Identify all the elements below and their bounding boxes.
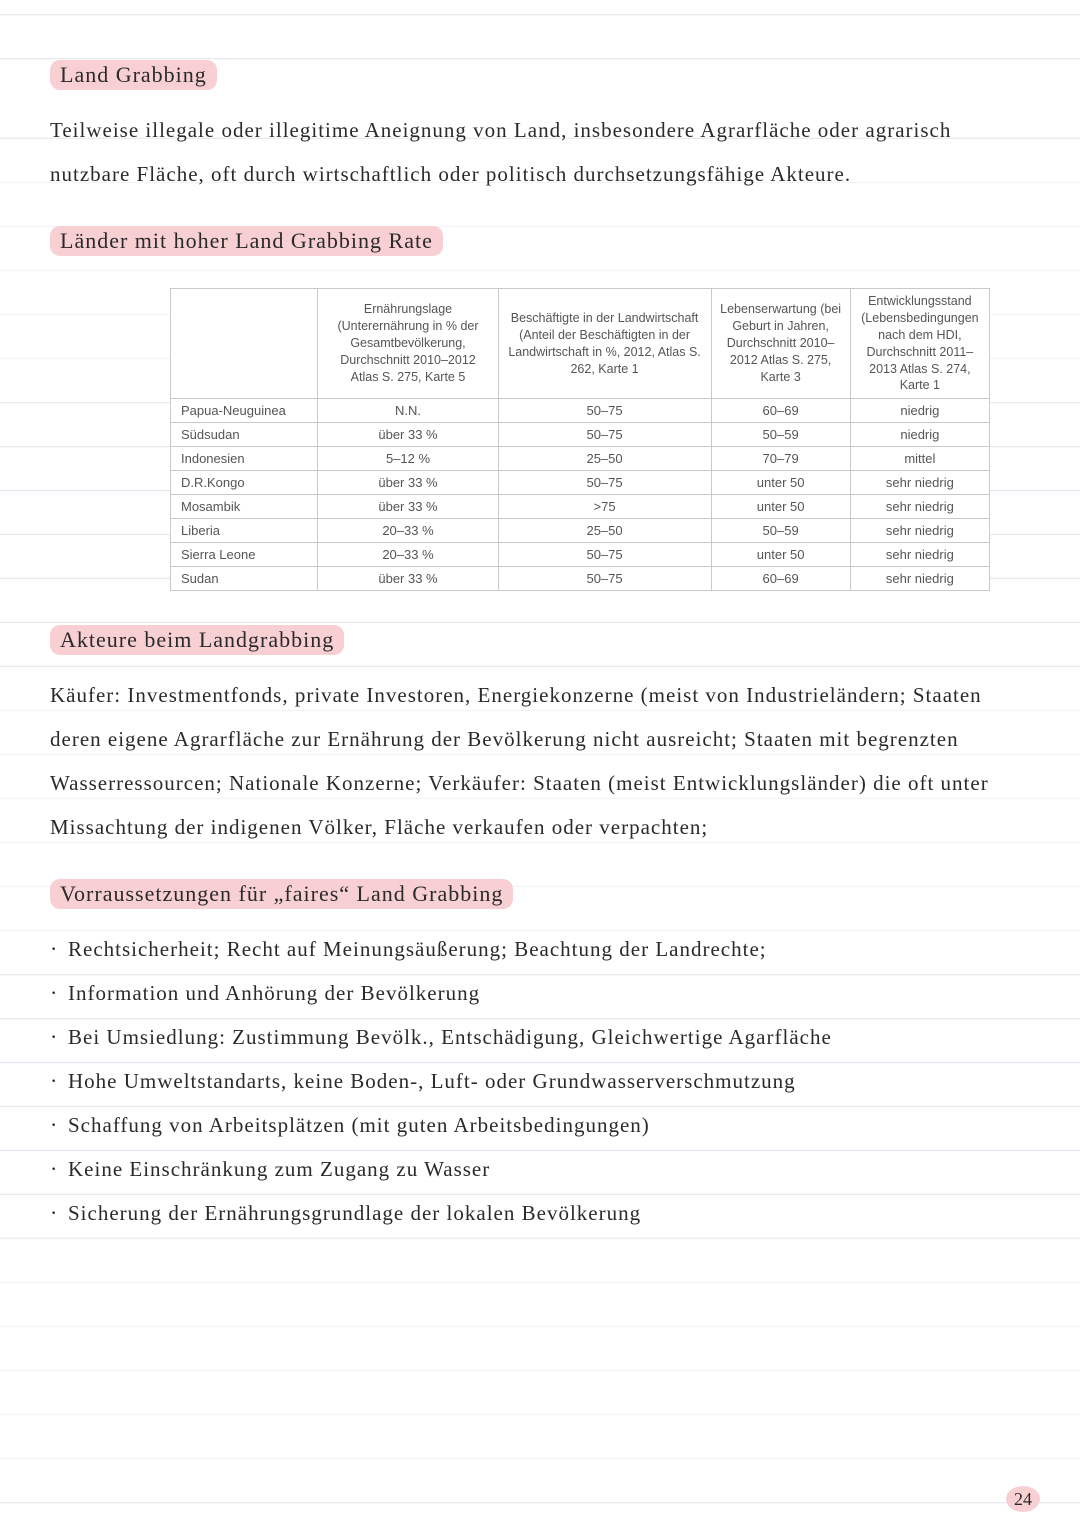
actors-text: Käufer: Investmentfonds, private Investo… <box>50 673 1030 849</box>
table-cell: 70–79 <box>711 447 850 471</box>
table-cell: 5–12 % <box>318 447 498 471</box>
list-item: Bei Umsiedlung: Zustimmung Bevölk., Ents… <box>50 1015 1030 1059</box>
requirements-list: Rechtsicherheit; Recht auf Meinungsäußer… <box>50 927 1030 1235</box>
table-cell: 25–50 <box>498 447 711 471</box>
table-cell: N.N. <box>318 399 498 423</box>
table-cell: sehr niedrig <box>850 543 989 567</box>
table-cell: über 33 % <box>318 495 498 519</box>
table-cell: Sudan <box>171 567 318 591</box>
table-cell: 50–75 <box>498 567 711 591</box>
table-row: Indonesien5–12 %25–5070–79mittel <box>171 447 990 471</box>
table-cell: unter 50 <box>711 495 850 519</box>
table-cell: 20–33 % <box>318 519 498 543</box>
table-cell: 60–69 <box>711 399 850 423</box>
table-cell: Sierra Leone <box>171 543 318 567</box>
table-col-nutrition: Ernährungslage (Unterernährung in % der … <box>318 289 498 399</box>
countries-table-wrap: Ernährungslage (Unterernährung in % der … <box>170 288 990 591</box>
table-row: Sierra Leone20–33 %50–75unter 50sehr nie… <box>171 543 990 567</box>
table-cell: niedrig <box>850 399 989 423</box>
table-col-country <box>171 289 318 399</box>
table-cell: sehr niedrig <box>850 495 989 519</box>
heading-countries: Länder mit hoher Land Grabbing Rate <box>50 226 443 256</box>
table-row: Papua-NeuguineaN.N.50–7560–69niedrig <box>171 399 990 423</box>
table-cell: D.R.Kongo <box>171 471 318 495</box>
table-header-row: Ernährungslage (Unterernährung in % der … <box>171 289 990 399</box>
table-cell: Mosambik <box>171 495 318 519</box>
table-cell: sehr niedrig <box>850 519 989 543</box>
table-col-life-expectancy: Lebenserwartung (bei Geburt in Jahren, D… <box>711 289 850 399</box>
table-cell: 20–33 % <box>318 543 498 567</box>
section-countries: Länder mit hoher Land Grabbing Rate Ernä… <box>50 226 1030 591</box>
table-cell: mittel <box>850 447 989 471</box>
table-cell: über 33 % <box>318 471 498 495</box>
list-item: Sicherung der Ernährungsgrundlage der lo… <box>50 1191 1030 1235</box>
table-col-development: Entwicklungsstand (Lebensbedingungen nac… <box>850 289 989 399</box>
definition-text: Teilweise illegale oder illegitime Aneig… <box>50 108 1030 196</box>
section-actors: Akteure beim Landgrabbing Käufer: Invest… <box>50 625 1030 849</box>
heading-requirements: Vorraussetzungen für „faires“ Land Grabb… <box>50 879 513 909</box>
table-row: Sudanüber 33 %50–7560–69sehr niedrig <box>171 567 990 591</box>
list-item: Hohe Umweltstandarts, keine Boden-, Luft… <box>50 1059 1030 1103</box>
table-cell: 50–75 <box>498 543 711 567</box>
countries-table: Ernährungslage (Unterernährung in % der … <box>170 288 990 591</box>
list-item: Rechtsicherheit; Recht auf Meinungsäußer… <box>50 927 1030 971</box>
table-cell: sehr niedrig <box>850 471 989 495</box>
table-row: Mosambiküber 33 %>75unter 50sehr niedrig <box>171 495 990 519</box>
table-cell: unter 50 <box>711 543 850 567</box>
table-row: Südsudanüber 33 %50–7550–59niedrig <box>171 423 990 447</box>
table-cell: Liberia <box>171 519 318 543</box>
section-land-grabbing: Land Grabbing Teilweise illegale oder il… <box>50 60 1030 196</box>
table-cell: 25–50 <box>498 519 711 543</box>
table-cell: über 33 % <box>318 567 498 591</box>
table-cell: 60–69 <box>711 567 850 591</box>
table-col-agriculture: Beschäftigte in der Landwirtschaft (Ante… <box>498 289 711 399</box>
list-item: Information und Anhörung der Bevölkerung <box>50 971 1030 1015</box>
list-item: Schaffung von Arbeitsplätzen (mit guten … <box>50 1103 1030 1147</box>
table-cell: über 33 % <box>318 423 498 447</box>
table-row: Liberia20–33 %25–5050–59sehr niedrig <box>171 519 990 543</box>
table-row: D.R.Kongoüber 33 %50–75unter 50sehr nied… <box>171 471 990 495</box>
table-cell: Indonesien <box>171 447 318 471</box>
table-cell: Papua-Neuguinea <box>171 399 318 423</box>
table-cell: 50–59 <box>711 423 850 447</box>
heading-actors: Akteure beim Landgrabbing <box>50 625 344 655</box>
table-cell: 50–75 <box>498 423 711 447</box>
table-cell: 50–59 <box>711 519 850 543</box>
section-requirements: Vorraussetzungen für „faires“ Land Grabb… <box>50 879 1030 1235</box>
table-cell: niedrig <box>850 423 989 447</box>
heading-land-grabbing: Land Grabbing <box>50 60 217 90</box>
table-cell: 50–75 <box>498 399 711 423</box>
page-number: 24 <box>1006 1486 1040 1512</box>
table-cell: Südsudan <box>171 423 318 447</box>
table-cell: >75 <box>498 495 711 519</box>
table-cell: 50–75 <box>498 471 711 495</box>
table-cell: sehr niedrig <box>850 567 989 591</box>
table-cell: unter 50 <box>711 471 850 495</box>
list-item: Keine Einschränkung zum Zugang zu Wasser <box>50 1147 1030 1191</box>
